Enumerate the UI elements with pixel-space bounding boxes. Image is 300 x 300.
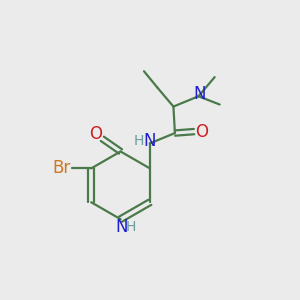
Text: H: H <box>126 220 136 234</box>
Text: O: O <box>196 123 208 141</box>
Text: N: N <box>116 218 128 236</box>
Text: N: N <box>194 85 206 103</box>
Text: Br: Br <box>53 159 71 177</box>
Text: O: O <box>89 125 102 143</box>
Text: N: N <box>144 132 156 150</box>
Text: H: H <box>134 134 144 148</box>
